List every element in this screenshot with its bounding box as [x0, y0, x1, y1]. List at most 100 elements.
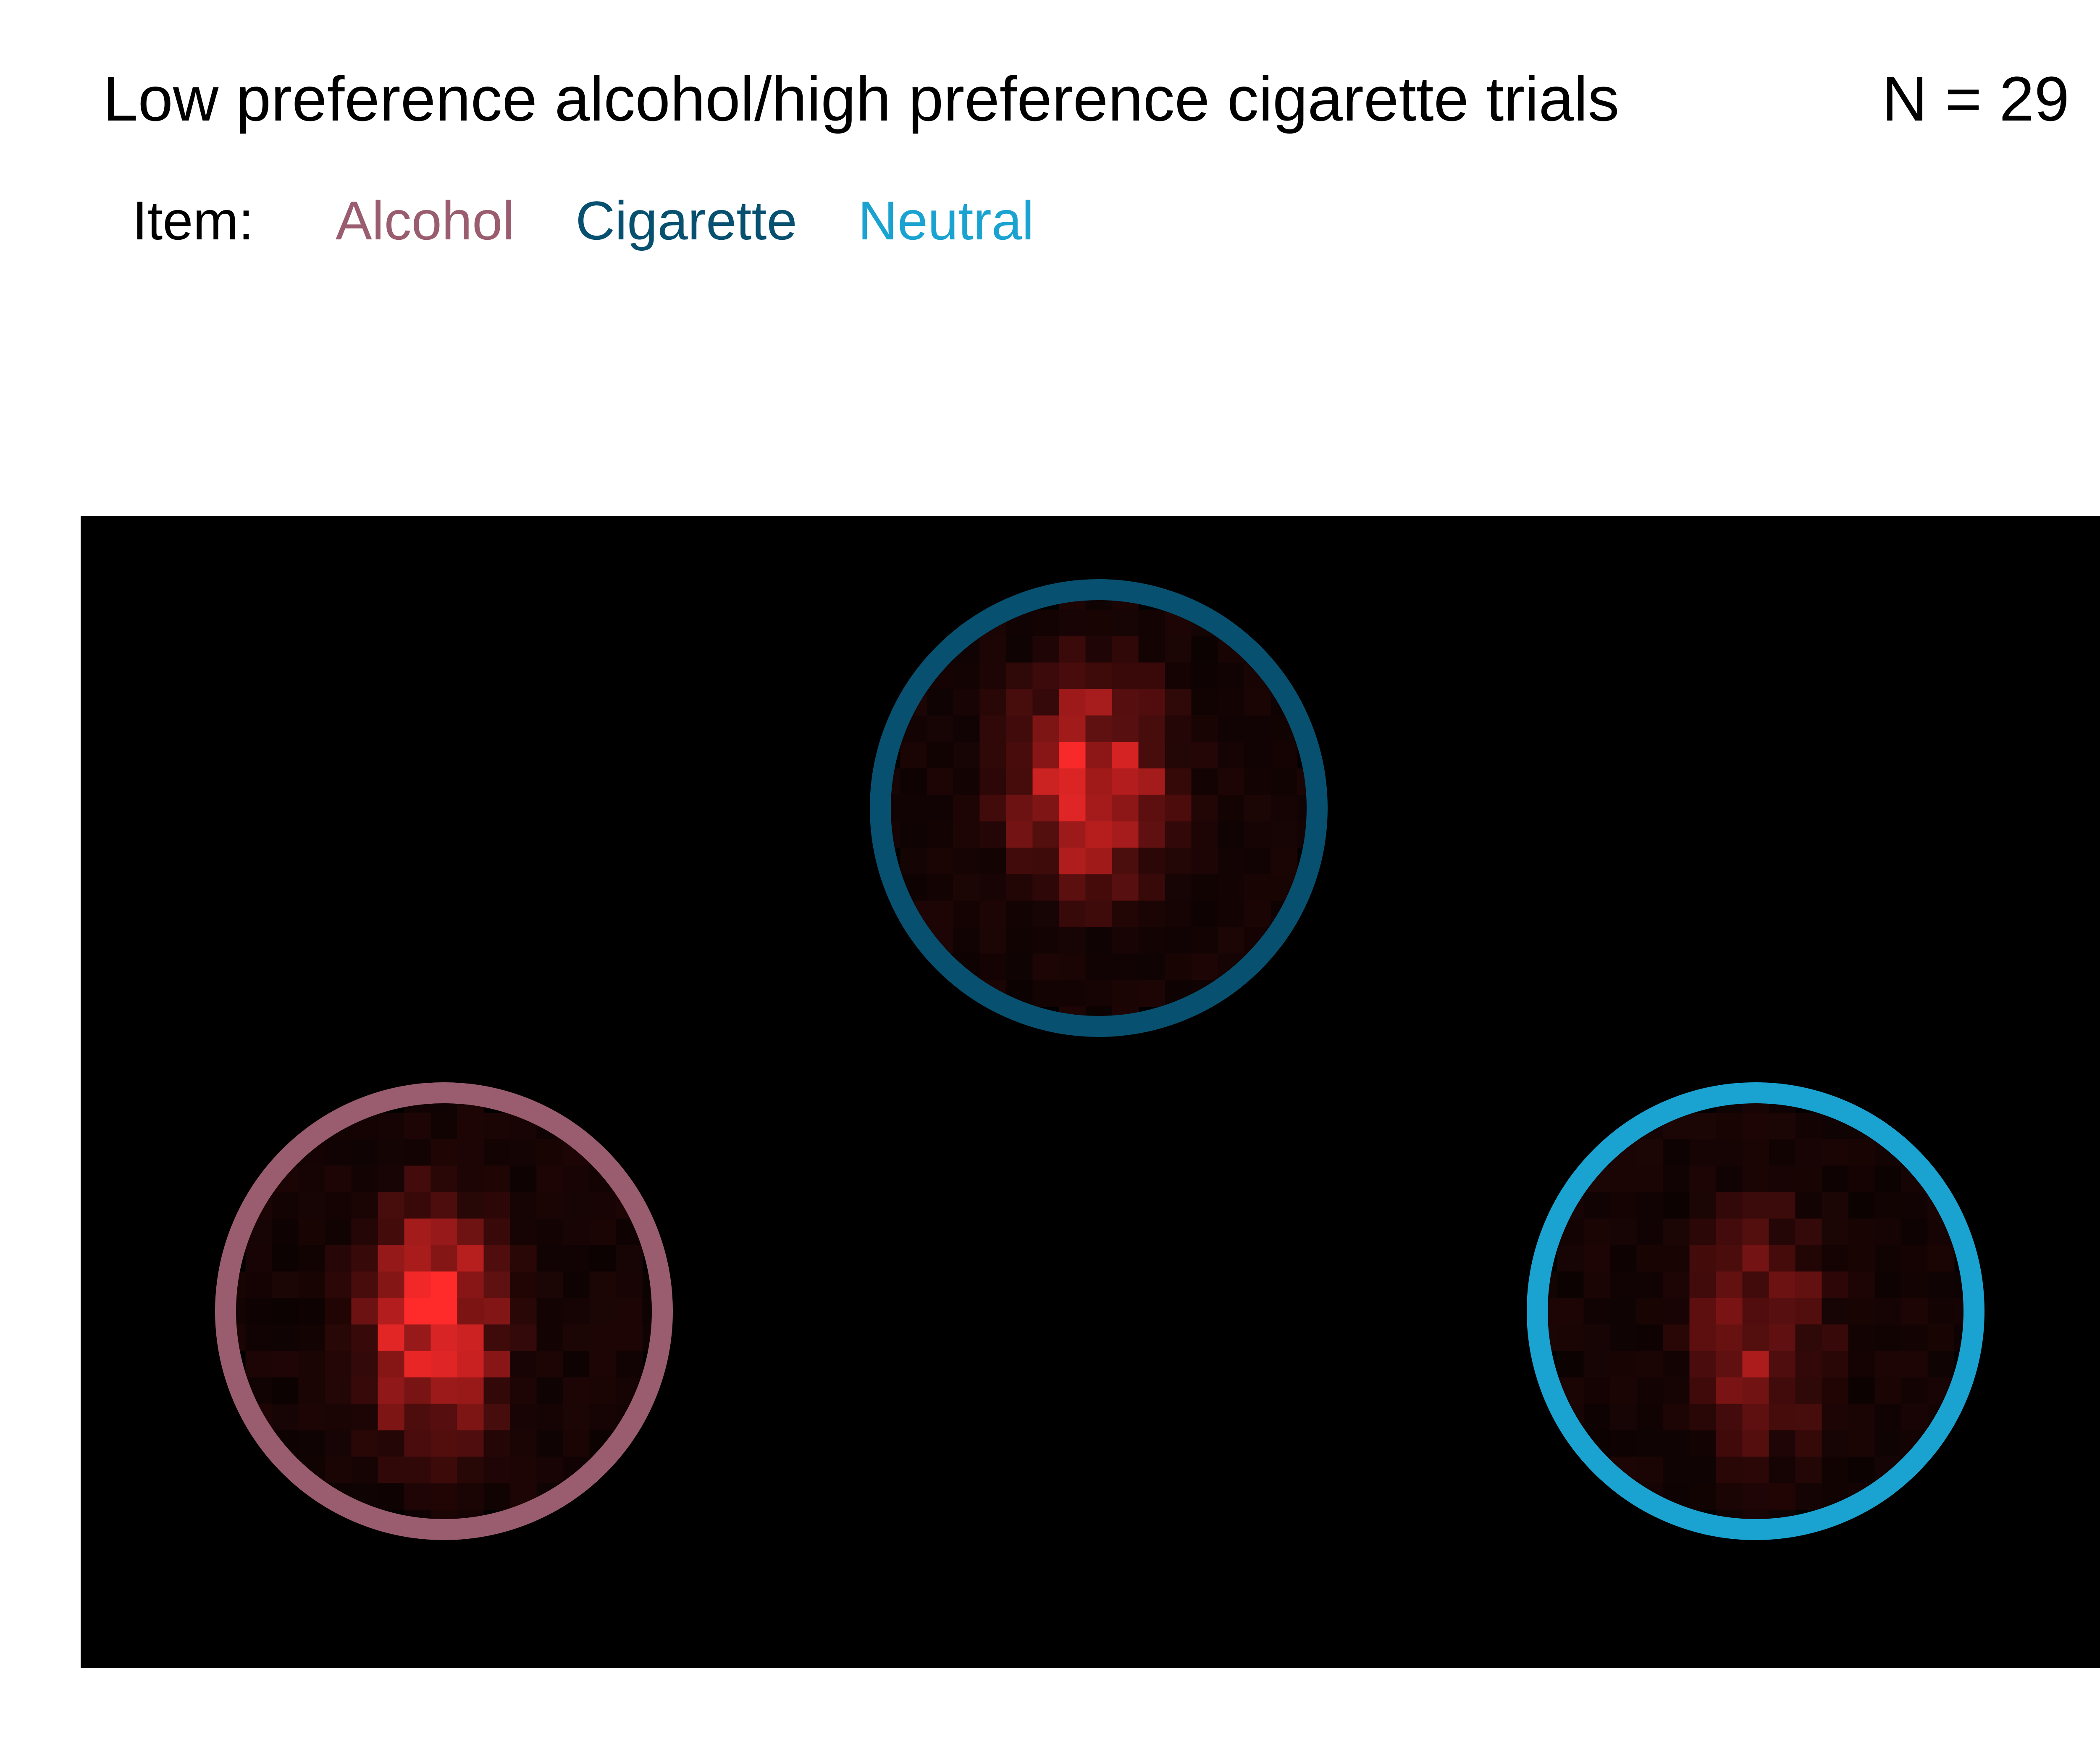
heatmap-cell: [1716, 1351, 1743, 1378]
heatmap-cell: [1059, 609, 1086, 637]
heatmap-cell: [1138, 900, 1166, 928]
heatmap-cell: [1059, 953, 1086, 981]
heatmap-cell: [1138, 848, 1166, 875]
heatmap-cell: [1822, 1430, 1849, 1457]
heatmap-cell: [272, 1324, 299, 1351]
heatmap-cell: [378, 1298, 405, 1325]
heatmap-cell: [1059, 768, 1086, 795]
heatmap-cell: [1270, 848, 1298, 875]
heatmap-cell: [404, 1218, 431, 1246]
heatmap-cell: [272, 1298, 299, 1325]
heatmap-cell: [1610, 1192, 1637, 1219]
heatmap-cell: [1191, 874, 1218, 901]
heatmap-cell: [1138, 927, 1166, 954]
heatmap-cell: [351, 1165, 378, 1193]
heatmap-cell: [589, 1377, 617, 1404]
heatmap-cell: [1112, 848, 1139, 875]
heatmap-cell: [1059, 662, 1086, 690]
heatmap-cell: [1165, 662, 1192, 690]
heatmap-cell: [483, 1456, 511, 1484]
heatmap-cell: [563, 1377, 590, 1404]
heatmap-cell: [404, 1298, 431, 1325]
heatmap-cell: [1138, 953, 1166, 981]
heatmap-cell: [1636, 1456, 1664, 1484]
heatmap-cell: [1636, 1351, 1664, 1378]
heatmap-cell: [1689, 1139, 1717, 1166]
heatmap-cell: [1112, 715, 1139, 743]
sample-size-label: N = 29: [1882, 63, 2069, 134]
heatmap-cell: [325, 1139, 352, 1166]
heatmap-cell: [1610, 1218, 1637, 1246]
heatmap-cell: [1006, 636, 1033, 663]
heatmap-cell: [351, 1324, 378, 1351]
heatmap-cell: [325, 1456, 352, 1484]
heatmap-cell: [1742, 1298, 1769, 1325]
heatmap-cell: [1769, 1298, 1796, 1325]
heatmap-cell: [1874, 1218, 1902, 1246]
heatmap-cell: [1218, 927, 1245, 954]
heatmap-cell: [1059, 636, 1086, 663]
heatmap-cell: [1138, 662, 1166, 690]
heatmap-cell: [1191, 821, 1218, 848]
aoi-ring-neutral: [1527, 1082, 1984, 1540]
heatmap-cell: [1138, 980, 1166, 1007]
heatmap-cell: [1610, 1245, 1637, 1272]
heatmap-cell: [325, 1192, 352, 1219]
heatmap-cell: [510, 1271, 537, 1299]
heatmap-cell: [589, 1351, 617, 1378]
heatmap-cell: [1165, 848, 1192, 875]
heatmap-cell: [1689, 1456, 1717, 1484]
heatmap-cell: [1032, 662, 1060, 690]
heatmap-cell: [1874, 1298, 1902, 1325]
heatmap-cell: [563, 1245, 590, 1272]
heatmap-cell: [642, 1298, 652, 1325]
heatmap-cell: [457, 1351, 484, 1378]
heatmap-cell: [1059, 742, 1086, 769]
heatmap-cell: [1663, 1192, 1690, 1219]
heatmap-cell: [616, 1245, 643, 1272]
heatmap-cell: [1848, 1139, 1875, 1166]
heatmap-cell: [979, 848, 1007, 875]
heatmap-cell: [272, 1245, 299, 1272]
heatmap-cell: [1085, 927, 1113, 954]
heatmap-cell: [325, 1377, 352, 1404]
heatmap-cell: [1689, 1298, 1717, 1325]
heatmap-cell: [1716, 1404, 1743, 1431]
heatmap-cell: [510, 1139, 537, 1166]
heatmap-cell: [1112, 795, 1139, 822]
heatmap-cell: [351, 1271, 378, 1299]
heatmap-cell: [1795, 1430, 1822, 1457]
heatmap-cell: [1663, 1377, 1690, 1404]
heatmap-cell: [430, 1271, 458, 1299]
heatmap-cell: [1769, 1430, 1796, 1457]
legend-entry-alcohol: Alcohol: [335, 190, 515, 251]
heatmap-cell: [1191, 927, 1218, 954]
heatmap-cell: [510, 1404, 537, 1431]
heatmap-cell: [1583, 1324, 1611, 1351]
heatmap-cell: [953, 927, 980, 954]
heatmap-cell: [900, 821, 927, 848]
heatmap-cell: [298, 1377, 326, 1404]
heatmap-cell: [1032, 874, 1060, 901]
heatmap-cell: [536, 1404, 564, 1431]
heatmap-cell: [1769, 1113, 1796, 1140]
heatmap-cell: [1874, 1351, 1902, 1378]
heatmap-cell: [953, 689, 980, 716]
heatmap-cell: [1191, 768, 1218, 795]
heatmap-cell: [979, 662, 1007, 690]
heatmap-cell: [1954, 1298, 1964, 1325]
heatmap-cell: [457, 1113, 484, 1140]
heatmap-cell: [927, 900, 954, 928]
heatmap-cell: [1112, 768, 1139, 795]
heatmap-cell: [563, 1271, 590, 1299]
heatmap-cell: [1769, 1377, 1796, 1404]
heatmap-cell: [1769, 1165, 1796, 1193]
heatmap-cell: [563, 1218, 590, 1246]
heatmap-cell: [510, 1377, 537, 1404]
heatmap-cell: [378, 1404, 405, 1431]
heatmap-cell: [900, 742, 927, 769]
heatmap-cell: [457, 1456, 484, 1484]
heatmap-cell: [1085, 742, 1113, 769]
heatmap-cell: [1218, 900, 1245, 928]
heatmap-cell: [483, 1404, 511, 1431]
